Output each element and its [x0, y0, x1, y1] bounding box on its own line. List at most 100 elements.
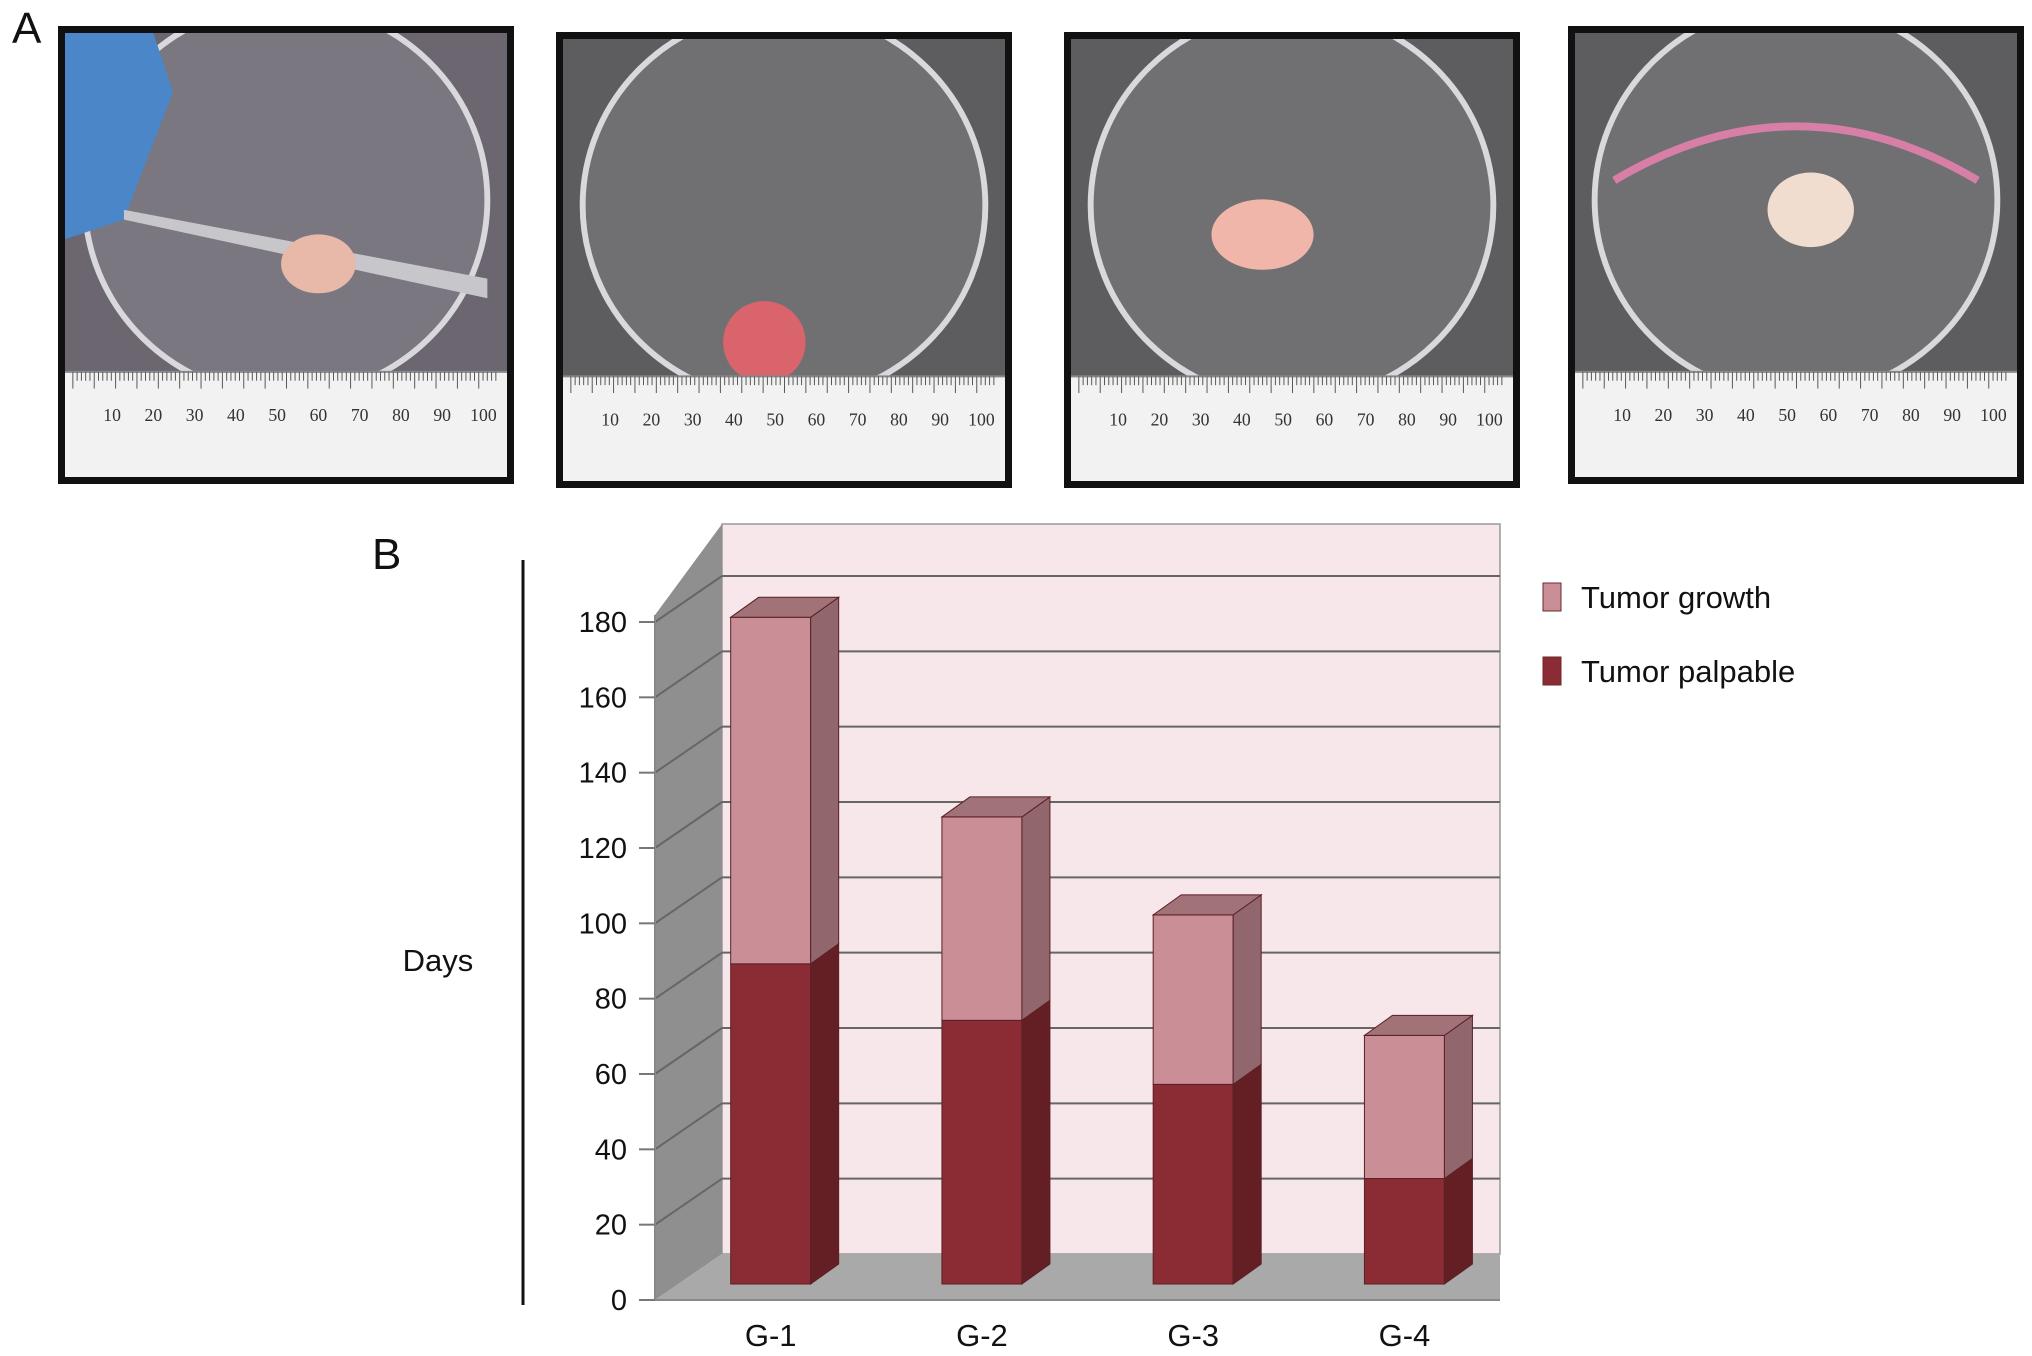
ruler-number: 100	[1980, 405, 2007, 425]
bar-top	[1151, 894, 1263, 916]
tumor-photo-3: 10 20 30 40 50 60 70 80 90 100	[1064, 32, 1520, 488]
ruler-number: 50	[268, 405, 286, 425]
bar-segment-tumor-palpable	[941, 1019, 1023, 1285]
ruler-number: 100	[470, 405, 497, 425]
bar-side	[810, 942, 840, 1285]
ruler-number: 60	[310, 405, 328, 425]
grid-line	[654, 876, 723, 925]
ruler-number: 80	[890, 409, 908, 429]
grid-line	[654, 1177, 723, 1226]
ruler-number: 20	[1151, 409, 1169, 429]
tumor-sample	[1211, 199, 1314, 270]
bar-segment-tumor-growth	[1152, 914, 1234, 1085]
ruler-number: 40	[1737, 405, 1755, 425]
y-tick-label: 140	[579, 758, 627, 790]
ruler-number: 60	[1820, 405, 1838, 425]
y-axis-label: Days	[403, 943, 474, 978]
tumor-photo-2: 10 20 30 40 50 60 70 80 90 100	[556, 32, 1012, 488]
ruler-number: 40	[725, 409, 743, 429]
y-tick-label: 40	[595, 1134, 627, 1166]
bar-top	[1362, 1014, 1474, 1036]
ruler-number: 90	[433, 405, 451, 425]
tumor-photo-1: 10 20 30 40 50 60 70 80 90 100	[58, 26, 514, 484]
x-tick-label: G-1	[745, 1318, 797, 1353]
floor	[655, 1254, 1500, 1300]
ruler-number: 90	[1439, 409, 1457, 429]
grid-line	[654, 801, 723, 849]
bar-segment-tumor-palpable	[730, 963, 812, 1285]
ruler-number: 10	[1109, 409, 1127, 429]
ruler-number: 50	[1274, 409, 1292, 429]
grid-line	[654, 650, 723, 699]
grid-line	[654, 1102, 723, 1151]
x-tick-label: G-3	[1167, 1318, 1219, 1353]
ruler-number: 60	[808, 409, 826, 429]
ruler-number: 80	[392, 405, 410, 425]
legend-label: Tumor palpable	[1581, 654, 1795, 689]
ruler-number: 80	[1902, 405, 1920, 425]
ruler-number: 90	[931, 409, 949, 429]
bar-segment-tumor-palpable	[1363, 1178, 1445, 1285]
ruler-number: 70	[849, 409, 867, 429]
ruler-number: 100	[1476, 409, 1503, 429]
panel-label-b: B	[372, 530, 402, 579]
bar-side	[1443, 1014, 1473, 1180]
legend-swatch	[1542, 582, 1562, 612]
bar-side	[1443, 1157, 1473, 1285]
bar-top	[940, 796, 1052, 818]
y-tick-label: 100	[579, 908, 627, 940]
bar-side	[1021, 795, 1051, 1022]
ruler-number: 60	[1316, 409, 1334, 429]
x-tick-label: G-2	[956, 1318, 1008, 1353]
y-tick-label: 180	[579, 607, 627, 639]
ruler-number: 50	[1778, 405, 1796, 425]
y-tick-label: 120	[579, 833, 627, 865]
ruler-number: 40	[1233, 409, 1251, 429]
bar-side	[1232, 893, 1262, 1086]
ruler-number: 100	[968, 409, 995, 429]
ruler-number: 70	[1861, 405, 1879, 425]
ruler-number: 20	[1655, 405, 1673, 425]
x-tick-label: G-4	[1379, 1318, 1431, 1353]
ruler-number: 40	[227, 405, 245, 425]
grid-line	[654, 951, 723, 1000]
dish-rim-tint	[1612, 122, 1980, 184]
ruler-number: 70	[1357, 409, 1375, 429]
ruler-number: 20	[145, 405, 163, 425]
grid-line	[654, 725, 723, 774]
ruler-number: 30	[1696, 405, 1714, 425]
legend-swatch	[1542, 656, 1562, 686]
ruler-number: 80	[1398, 409, 1416, 429]
y-tick-label: 20	[595, 1210, 627, 1242]
ruler-number: 10	[1613, 405, 1631, 425]
ruler-number: 20	[643, 409, 661, 429]
ruler-number: 90	[1943, 405, 1961, 425]
side-wall	[655, 524, 722, 1300]
y-tick-label: 60	[595, 1059, 627, 1091]
ruler-number: 50	[766, 409, 784, 429]
legend-label: Tumor growth	[1581, 580, 1771, 615]
tumor-sample	[1767, 172, 1854, 248]
bar-side	[1021, 999, 1051, 1285]
bar-segment-tumor-growth	[730, 616, 812, 965]
y-tick-label: 160	[579, 682, 627, 714]
bar-segment-tumor-growth	[1363, 1034, 1445, 1180]
bar-side	[1232, 1063, 1262, 1285]
ruler-number: 30	[1192, 409, 1210, 429]
bar-side	[810, 596, 840, 965]
bar-segment-tumor-palpable	[1152, 1083, 1234, 1285]
ruler	[563, 376, 1005, 481]
y-tick-label: 0	[611, 1285, 627, 1317]
ruler-number: 10	[601, 409, 619, 429]
grid-line	[654, 1027, 723, 1075]
bar-top	[729, 596, 841, 618]
tumor-sample	[281, 234, 356, 294]
ruler-number: 70	[351, 405, 369, 425]
y-tick-label: 80	[595, 984, 627, 1016]
bar-segment-tumor-growth	[941, 816, 1023, 1021]
panel-label-a: A	[12, 4, 42, 53]
ruler-number: 30	[186, 405, 204, 425]
tumor-photo-4: 10 20 30 40 50 60 70 80 90 100	[1568, 26, 2024, 484]
ruler-number: 30	[684, 409, 702, 429]
